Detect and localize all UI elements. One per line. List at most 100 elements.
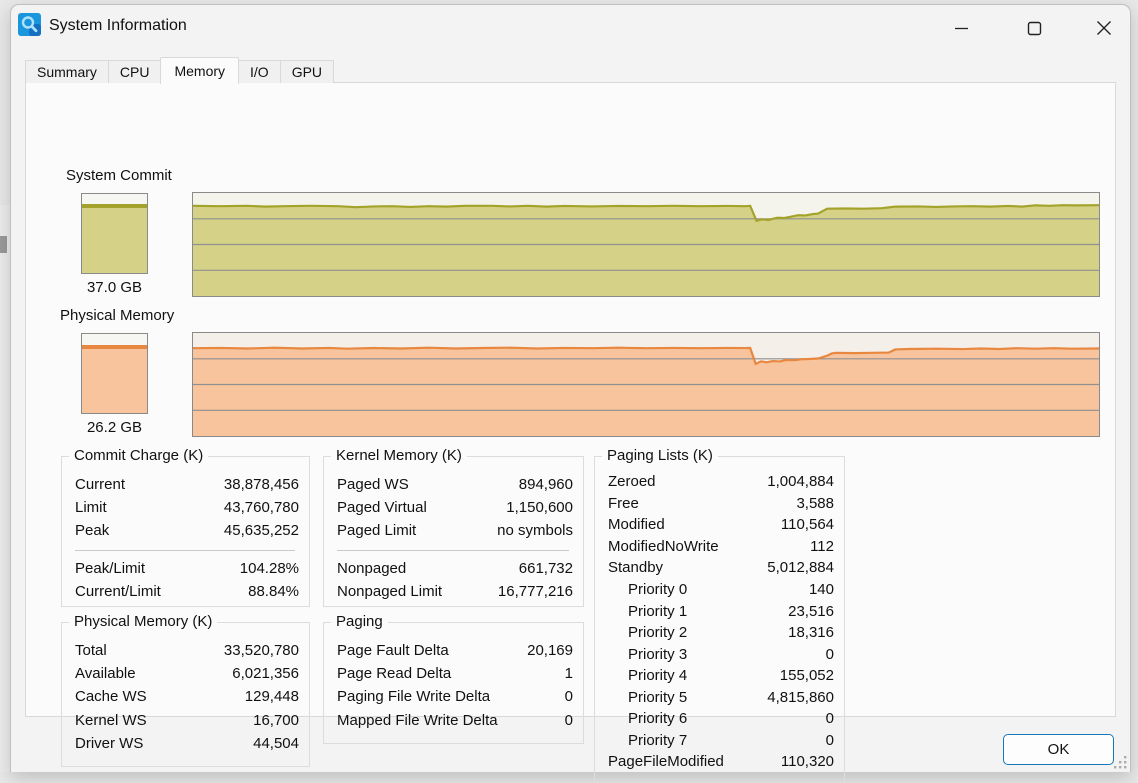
stat-label: Priority 6 bbox=[628, 710, 688, 728]
kernel-memory-groupbox: Kernel Memory (K) Paged WS 894,960 Paged Vi… bbox=[323, 447, 584, 607]
stat-value: 3,588 bbox=[796, 494, 834, 512]
stat-value: 6,021,356 bbox=[232, 665, 299, 683]
stat-value: 129,448 bbox=[244, 688, 299, 706]
ok-button[interactable]: OK bbox=[1003, 734, 1114, 765]
stat-row: Peak 45,635,252 bbox=[75, 519, 299, 542]
separator-line bbox=[337, 549, 569, 551]
maximize-button[interactable] bbox=[1012, 8, 1056, 48]
group-title: Paging bbox=[331, 613, 388, 630]
tab-memory[interactable]: Memory bbox=[160, 57, 240, 84]
tab-gpu[interactable]: GPU bbox=[279, 60, 335, 83]
stat-row: ModifiedNoWrite 112 bbox=[608, 536, 834, 558]
stat-value: 33,520,780 bbox=[223, 642, 299, 660]
stat-row: Priority 1 23,516 bbox=[608, 600, 834, 622]
stat-value: 5,012,884 bbox=[767, 559, 834, 577]
tab-io[interactable]: I/O bbox=[238, 60, 281, 83]
stat-value: 155,052 bbox=[779, 667, 834, 685]
maximize-icon bbox=[1027, 21, 1041, 35]
stat-value: 110,320 bbox=[780, 753, 834, 771]
stat-value: 0 bbox=[564, 711, 573, 729]
stat-value: 110,564 bbox=[780, 516, 834, 534]
stat-label: Available bbox=[75, 665, 136, 683]
stat-value: 16,700 bbox=[253, 711, 299, 729]
stat-value: 38,878,456 bbox=[223, 476, 299, 494]
stat-label: Priority 3 bbox=[628, 645, 688, 663]
physical-memory-label: Physical Memory bbox=[60, 307, 175, 324]
paging-groupbox: Paging Page Fault Delta 20,169 Page Read De… bbox=[323, 613, 584, 744]
resize-grip[interactable] bbox=[1112, 754, 1128, 770]
stat-value: 1,150,600 bbox=[506, 499, 573, 517]
stat-value: 0 bbox=[825, 645, 834, 663]
stat-label: Peak bbox=[75, 522, 110, 540]
stat-label: Standby bbox=[608, 559, 664, 577]
tab-strip: Summary CPU Memory I/O GPU bbox=[25, 55, 335, 84]
stat-row: Free 3,588 bbox=[608, 493, 834, 515]
stat-value: 44,504 bbox=[253, 734, 299, 752]
physical-memory-value: 26.2 GB bbox=[86, 419, 143, 436]
paging-lists-groupbox: Paging Lists (K) Zeroed 1,004,884 Free 3,588… bbox=[594, 447, 845, 783]
stat-row: Priority 7 0 bbox=[608, 730, 834, 752]
system-commit-gauge bbox=[81, 193, 148, 274]
stat-label: Priority 5 bbox=[628, 688, 688, 706]
close-button[interactable] bbox=[1082, 8, 1126, 48]
physical-memory-gauge-fill bbox=[82, 345, 147, 413]
stat-row: Paging File Write Delta 0 bbox=[337, 685, 573, 708]
group-title: Commit Charge (K) bbox=[69, 447, 209, 464]
stat-label: Priority 2 bbox=[628, 624, 688, 642]
stat-label: Modified bbox=[608, 516, 665, 534]
stat-label: ModifiedNoWrite bbox=[608, 537, 719, 555]
stat-row: PageFileModified 110,320 bbox=[608, 751, 834, 773]
title-bar[interactable]: System Information bbox=[11, 5, 1130, 53]
stat-row: Driver WS 44,504 bbox=[75, 732, 299, 755]
stat-row: Zeroed 1,004,884 bbox=[608, 471, 834, 493]
stat-value: 104.28% bbox=[239, 559, 299, 577]
minimize-icon bbox=[954, 27, 968, 29]
stat-row: Paged WS 894,960 bbox=[337, 473, 573, 496]
stat-value: no symbols bbox=[497, 522, 573, 540]
tab-cpu[interactable]: CPU bbox=[107, 60, 162, 83]
stat-row: Priority 4 155,052 bbox=[608, 665, 834, 687]
stat-row: Page Fault Delta 20,169 bbox=[337, 639, 573, 662]
stat-label: Free bbox=[608, 494, 639, 512]
stat-value: 20,169 bbox=[527, 642, 573, 660]
physical-memory-gauge bbox=[81, 333, 148, 414]
stat-value: 43,760,780 bbox=[223, 499, 299, 517]
background-window-notch bbox=[0, 236, 7, 253]
stat-value: 16,777,216 bbox=[497, 582, 573, 600]
stat-label: Paged WS bbox=[337, 476, 409, 494]
stat-label: Mapped File Write Delta bbox=[337, 711, 498, 729]
group-title: Physical Memory (K) bbox=[69, 613, 218, 630]
stat-value: 0 bbox=[825, 731, 834, 749]
stat-row: Page Read Delta 1 bbox=[337, 662, 573, 685]
minimize-button[interactable] bbox=[939, 8, 983, 48]
stat-label: Nonpaged Limit bbox=[337, 582, 443, 600]
memory-tab-page: System Commit 37.0 GB Physical Memory 26… bbox=[25, 82, 1116, 783]
close-icon bbox=[1097, 21, 1111, 35]
group-title: Kernel Memory (K) bbox=[331, 447, 467, 464]
stat-value: 140 bbox=[808, 581, 834, 598]
tab-summary[interactable]: Summary bbox=[25, 60, 109, 83]
stat-label: Kernel WS bbox=[75, 711, 147, 729]
system-commit-gauge-fill bbox=[82, 203, 147, 273]
stat-label: Priority 7 bbox=[628, 731, 688, 749]
stat-label: Paged Limit bbox=[337, 522, 417, 540]
stat-row: Priority 2 18,316 bbox=[608, 622, 834, 644]
stat-row: Priority 0 140 bbox=[608, 579, 834, 601]
stat-label: Total bbox=[75, 642, 107, 660]
stat-row: Standby 5,012,884 bbox=[608, 557, 834, 579]
stat-value: 23,516 bbox=[788, 602, 834, 620]
group-title: Paging Lists (K) bbox=[602, 447, 718, 464]
stat-row: Modified 110,564 bbox=[608, 514, 834, 536]
stat-value: 112 bbox=[810, 537, 834, 555]
stat-value: 1,004,884 bbox=[767, 473, 834, 491]
stat-row: Available 6,021,356 bbox=[75, 662, 299, 685]
stat-label: Priority 4 bbox=[628, 667, 688, 685]
stat-label: Limit bbox=[75, 499, 107, 517]
stat-label: Cache WS bbox=[75, 688, 147, 706]
stat-row: Priority 5 4,815,860 bbox=[608, 686, 834, 708]
stat-row: Nonpaged 661,732 bbox=[337, 557, 573, 580]
stat-value: 45,635,252 bbox=[223, 522, 299, 540]
stat-row: Current 38,878,456 bbox=[75, 473, 299, 496]
stat-row: Paged Virtual 1,150,600 bbox=[337, 496, 573, 519]
system-commit-label: System Commit bbox=[66, 167, 172, 184]
